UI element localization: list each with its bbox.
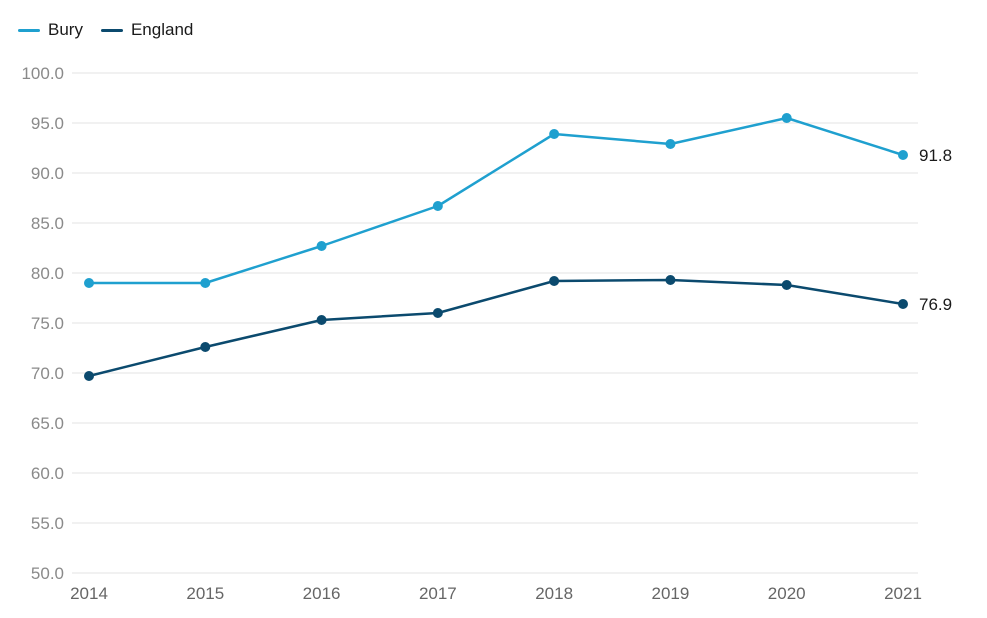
data-point-england-2020 [781, 280, 792, 290]
y-tick-label-3: 65.0 [31, 414, 64, 433]
legend-item-england[interactable]: England [100, 20, 194, 40]
y-tick-label-5: 75.0 [31, 314, 64, 333]
legend-label-bury: Bury [48, 20, 83, 39]
data-point-england-2015 [200, 342, 211, 352]
legend-item-bury[interactable]: Bury [18, 20, 83, 40]
data-point-bury-2015 [200, 278, 211, 288]
chart-legend: Bury England [18, 20, 193, 40]
data-point-england-2014 [84, 371, 94, 381]
legend-swatch-bury [18, 28, 40, 32]
legend-swatch-england [100, 28, 123, 32]
series-line-england [88, 278, 904, 378]
series-line-bury [89, 116, 904, 285]
y-tick-label-1: 55.0 [31, 514, 64, 533]
y-tick-label-7: 85.0 [31, 214, 64, 233]
y-tick-label-9: 95.0 [31, 114, 64, 133]
data-point-bury-2017 [432, 201, 443, 211]
data-point-bury-2019 [665, 139, 676, 149]
x-tick-label-7: 2021 [884, 584, 922, 603]
data-point-england-2021 [898, 299, 908, 309]
data-point-bury-2014 [84, 278, 94, 288]
data-label-bury-2021: 91.8 [919, 146, 952, 165]
y-tick-label-8: 90.0 [31, 164, 64, 183]
x-tick-label-0: 2014 [70, 584, 108, 603]
data-point-england-2017 [432, 308, 443, 318]
y-tick-label-6: 80.0 [31, 264, 64, 283]
y-tick-label-10: 100.0 [21, 64, 64, 83]
x-tick-label-6: 2020 [768, 584, 806, 603]
data-point-england-2016 [316, 315, 327, 325]
data-point-england-2018 [549, 276, 560, 286]
x-tick-label-3: 2017 [419, 584, 457, 603]
data-point-bury-2021 [898, 150, 908, 160]
y-tick-label-2: 60.0 [31, 464, 64, 483]
y-tick-label-4: 70.0 [31, 364, 64, 383]
y-tick-label-0: 50.0 [31, 564, 64, 583]
x-tick-label-4: 2018 [535, 584, 573, 603]
data-label-england-2021: 76.9 [919, 295, 952, 314]
data-point-england-2019 [665, 275, 676, 285]
data-point-bury-2020 [781, 113, 792, 123]
x-tick-label-2: 2016 [303, 584, 341, 603]
data-point-bury-2016 [316, 241, 327, 251]
x-tick-label-1: 2015 [186, 584, 224, 603]
x-tick-label-5: 2019 [652, 584, 690, 603]
data-point-bury-2018 [549, 129, 560, 139]
legend-label-england: England [130, 20, 194, 39]
